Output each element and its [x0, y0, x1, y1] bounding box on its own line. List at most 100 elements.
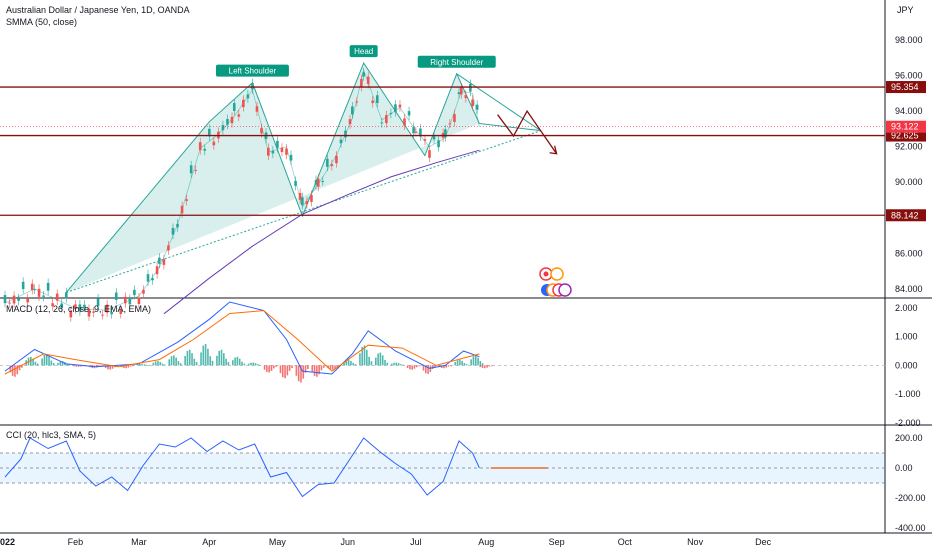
candle-body	[335, 155, 338, 164]
macd-histogram-bar	[41, 358, 43, 366]
macd-histogram-bar	[481, 363, 484, 366]
macd-histogram-bar	[422, 365, 425, 371]
candle-body	[198, 142, 202, 151]
x-tick-label: Oct	[618, 537, 633, 547]
macd-histogram-bar	[409, 365, 411, 370]
macd-histogram-bar	[363, 345, 366, 366]
macd-histogram-bar	[136, 364, 139, 366]
price-tick-label: 94.000	[895, 106, 923, 116]
macd-label: MACD (12, 26, close, 9, EMA, EMA)	[6, 304, 151, 314]
macd-histogram-bar	[286, 365, 289, 376]
macd-histogram-bar	[170, 356, 173, 366]
macd-histogram-bar	[479, 361, 482, 366]
candle-body	[285, 148, 288, 155]
candle-body	[362, 72, 365, 77]
macd-histogram-bar	[204, 343, 207, 366]
candle-body	[3, 295, 7, 304]
macd-tick-label: -1.000	[895, 389, 921, 399]
candle-body	[42, 295, 45, 297]
candle-body	[316, 178, 320, 187]
candle-body	[344, 130, 347, 138]
candle-body	[162, 259, 166, 265]
macd-histogram-bar	[138, 364, 141, 366]
macd-histogram-bar	[209, 356, 212, 366]
macd-histogram-bar	[34, 361, 37, 366]
macd-tick-label: 2.000	[895, 303, 918, 313]
candle-body	[119, 310, 123, 314]
cci-tick-label: -400.00	[895, 523, 926, 533]
macd-histogram-bar	[179, 363, 182, 366]
candle-body	[230, 116, 234, 124]
candle-body	[375, 95, 379, 104]
macd-histogram-bar	[465, 364, 468, 366]
price-pane[interactable]	[0, 0, 885, 298]
candle-body	[92, 311, 95, 313]
candle-body	[242, 99, 245, 108]
cci-tick-label: 0.00	[895, 463, 913, 473]
macd-histogram-bar	[450, 365, 452, 367]
candle-body	[267, 147, 270, 156]
candle-body	[260, 128, 263, 134]
macd-histogram-bar	[361, 346, 364, 366]
macd-histogram-bar	[379, 352, 382, 366]
pattern-label-box	[215, 64, 289, 77]
macd-histogram-bar	[307, 365, 309, 369]
candle-body	[51, 303, 54, 307]
macd-histogram-bar	[272, 365, 275, 369]
candle-body	[180, 205, 184, 214]
pattern-label-box	[349, 45, 378, 58]
candle-body	[371, 100, 375, 104]
macd-histogram-bar	[107, 365, 109, 370]
macd-tick-label: -2.000	[895, 418, 921, 428]
macd-histogram-bar	[77, 365, 80, 367]
candle-body	[276, 140, 279, 149]
event-markers-icon[interactable]	[539, 267, 572, 297]
macd-histogram-bar	[402, 364, 404, 366]
x-tick-label: Dec	[755, 537, 772, 547]
macd-histogram-bar	[100, 365, 103, 367]
candle-body	[155, 266, 159, 275]
macd-histogram-bar	[381, 355, 384, 366]
macd-histogram-bar	[406, 365, 409, 368]
macd-histogram-bar	[159, 362, 162, 366]
macd-histogram-bar	[334, 365, 336, 369]
macd-histogram-bar	[377, 353, 379, 366]
macd-histogram-bar	[352, 362, 355, 366]
price-tick-label: 90.000	[895, 177, 923, 187]
macd-histogram-bar	[238, 358, 241, 366]
macd-histogram-bar	[270, 365, 273, 371]
candle-body	[137, 297, 141, 304]
candle-body	[87, 308, 91, 317]
macd-histogram-bar	[104, 365, 107, 368]
candle-body	[83, 304, 86, 308]
macd-histogram-bar	[375, 357, 377, 366]
macd-histogram-bar	[288, 365, 291, 371]
candle-body	[414, 131, 418, 133]
cci-pane[interactable]	[0, 426, 885, 533]
macd-histogram-bar	[141, 363, 143, 366]
candle-body	[321, 181, 325, 183]
macd-histogram-bar	[109, 365, 112, 370]
x-tick-label: Aug	[478, 537, 494, 547]
pattern-label: Head	[354, 47, 373, 56]
macd-pane[interactable]	[0, 299, 885, 425]
macd-histogram-bar	[48, 356, 50, 366]
macd-histogram-bar	[263, 365, 266, 370]
macd-histogram-bar	[143, 364, 146, 366]
macd-histogram-bar	[68, 364, 71, 366]
candle-body	[339, 139, 343, 144]
macd-histogram-bar	[386, 362, 389, 366]
candle-body	[412, 127, 415, 134]
candle-body	[105, 304, 109, 313]
candle-body	[133, 289, 136, 296]
cci-band	[0, 453, 885, 483]
macd-histogram-bar	[397, 363, 400, 366]
candle-body	[380, 122, 384, 124]
macd-histogram-bar	[479, 365, 482, 368]
macd-histogram-bar	[32, 358, 34, 366]
x-tick-label: Nov	[687, 537, 704, 547]
x-tick-label: Feb	[68, 537, 84, 547]
x-tick-label: Jun	[341, 537, 356, 547]
macd-histogram-bar	[223, 353, 225, 366]
